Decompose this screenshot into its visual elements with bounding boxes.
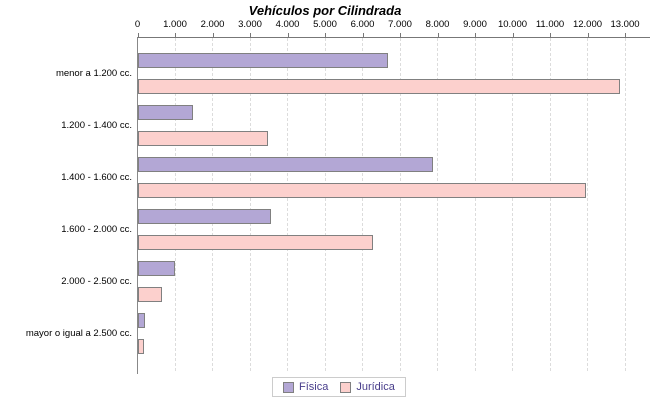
bar-fisica bbox=[138, 105, 193, 120]
x-tick-mark bbox=[400, 33, 401, 37]
x-tick-mark bbox=[212, 33, 214, 37]
bar-juridica bbox=[138, 235, 373, 250]
legend-label: Jurídica bbox=[356, 381, 395, 393]
x-tick-mark bbox=[137, 33, 139, 37]
gridline bbox=[624, 38, 626, 371]
x-tick-label: 1.000 bbox=[163, 19, 187, 30]
category-label: mayor o igual a 2.500 cc. bbox=[25, 328, 132, 339]
gridline bbox=[249, 38, 251, 371]
x-tick-label: 7.000 bbox=[388, 19, 412, 30]
gridline bbox=[587, 38, 588, 371]
gridline bbox=[437, 38, 438, 371]
x-tick-label: 2.000 bbox=[200, 19, 225, 30]
x-tick-mark bbox=[550, 33, 551, 37]
bar-juridica bbox=[138, 183, 586, 198]
gridline bbox=[362, 38, 363, 371]
gridline bbox=[212, 38, 213, 371]
x-tick-label: 12.000 bbox=[572, 19, 603, 30]
bar-fisica bbox=[138, 157, 433, 172]
plot-area bbox=[137, 37, 650, 374]
bar-fisica bbox=[138, 261, 175, 276]
category-label: 1.400 - 1.600 cc. bbox=[61, 172, 132, 183]
bar-juridica bbox=[138, 287, 162, 302]
gridline bbox=[512, 38, 513, 371]
gridline bbox=[324, 38, 326, 371]
x-tick-mark bbox=[362, 33, 364, 37]
legend-item: Jurídica bbox=[340, 381, 395, 393]
legend: Física Jurídica bbox=[272, 377, 406, 397]
gridline bbox=[399, 38, 401, 371]
bar-fisica bbox=[138, 209, 271, 224]
x-tick-label: 5.000 bbox=[313, 19, 337, 30]
x-tick-label: 9.000 bbox=[463, 19, 487, 30]
x-tick-label: 0 bbox=[134, 19, 141, 30]
x-tick-mark bbox=[175, 33, 176, 37]
x-tick-mark bbox=[287, 33, 289, 37]
x-tick-mark bbox=[625, 33, 626, 37]
x-tick-mark bbox=[325, 33, 326, 37]
category-label: 2.000 - 2.500 cc. bbox=[61, 276, 132, 287]
gridline bbox=[174, 38, 176, 371]
x-tick-label: 10.000 bbox=[497, 19, 528, 30]
bar-juridica bbox=[138, 79, 620, 94]
bar-fisica bbox=[138, 53, 388, 68]
x-tick-mark bbox=[437, 33, 439, 37]
gridline bbox=[474, 38, 476, 371]
category-label: 1.600 - 2.000 cc. bbox=[61, 224, 132, 235]
legend-swatch bbox=[340, 381, 352, 393]
x-tick-label: 13.000 bbox=[610, 19, 640, 30]
category-label: 1.200 - 1.400 cc. bbox=[61, 120, 132, 131]
bar-juridica bbox=[138, 339, 144, 354]
chart-title: Vehículos por Cilindrada bbox=[248, 3, 402, 18]
x-tick-mark bbox=[512, 33, 514, 37]
gridline bbox=[287, 38, 288, 371]
x-tick-label: 4.000 bbox=[275, 19, 300, 30]
legend-item: Física bbox=[283, 381, 328, 393]
x-tick-label: 8.000 bbox=[425, 19, 450, 30]
legend-swatch bbox=[283, 381, 294, 393]
x-tick-mark bbox=[250, 33, 251, 37]
legend-label: Física bbox=[299, 381, 329, 393]
category-label: menor a 1.200 cc. bbox=[55, 68, 132, 79]
x-tick-label: 11.000 bbox=[535, 19, 565, 30]
x-tick-mark bbox=[475, 33, 476, 37]
gridline bbox=[549, 38, 551, 371]
x-tick-label: 3.000 bbox=[238, 19, 262, 30]
bar-fisica bbox=[138, 313, 145, 328]
x-tick-mark bbox=[587, 33, 589, 37]
bar-juridica bbox=[138, 131, 268, 146]
x-tick-label: 6.000 bbox=[350, 19, 375, 30]
